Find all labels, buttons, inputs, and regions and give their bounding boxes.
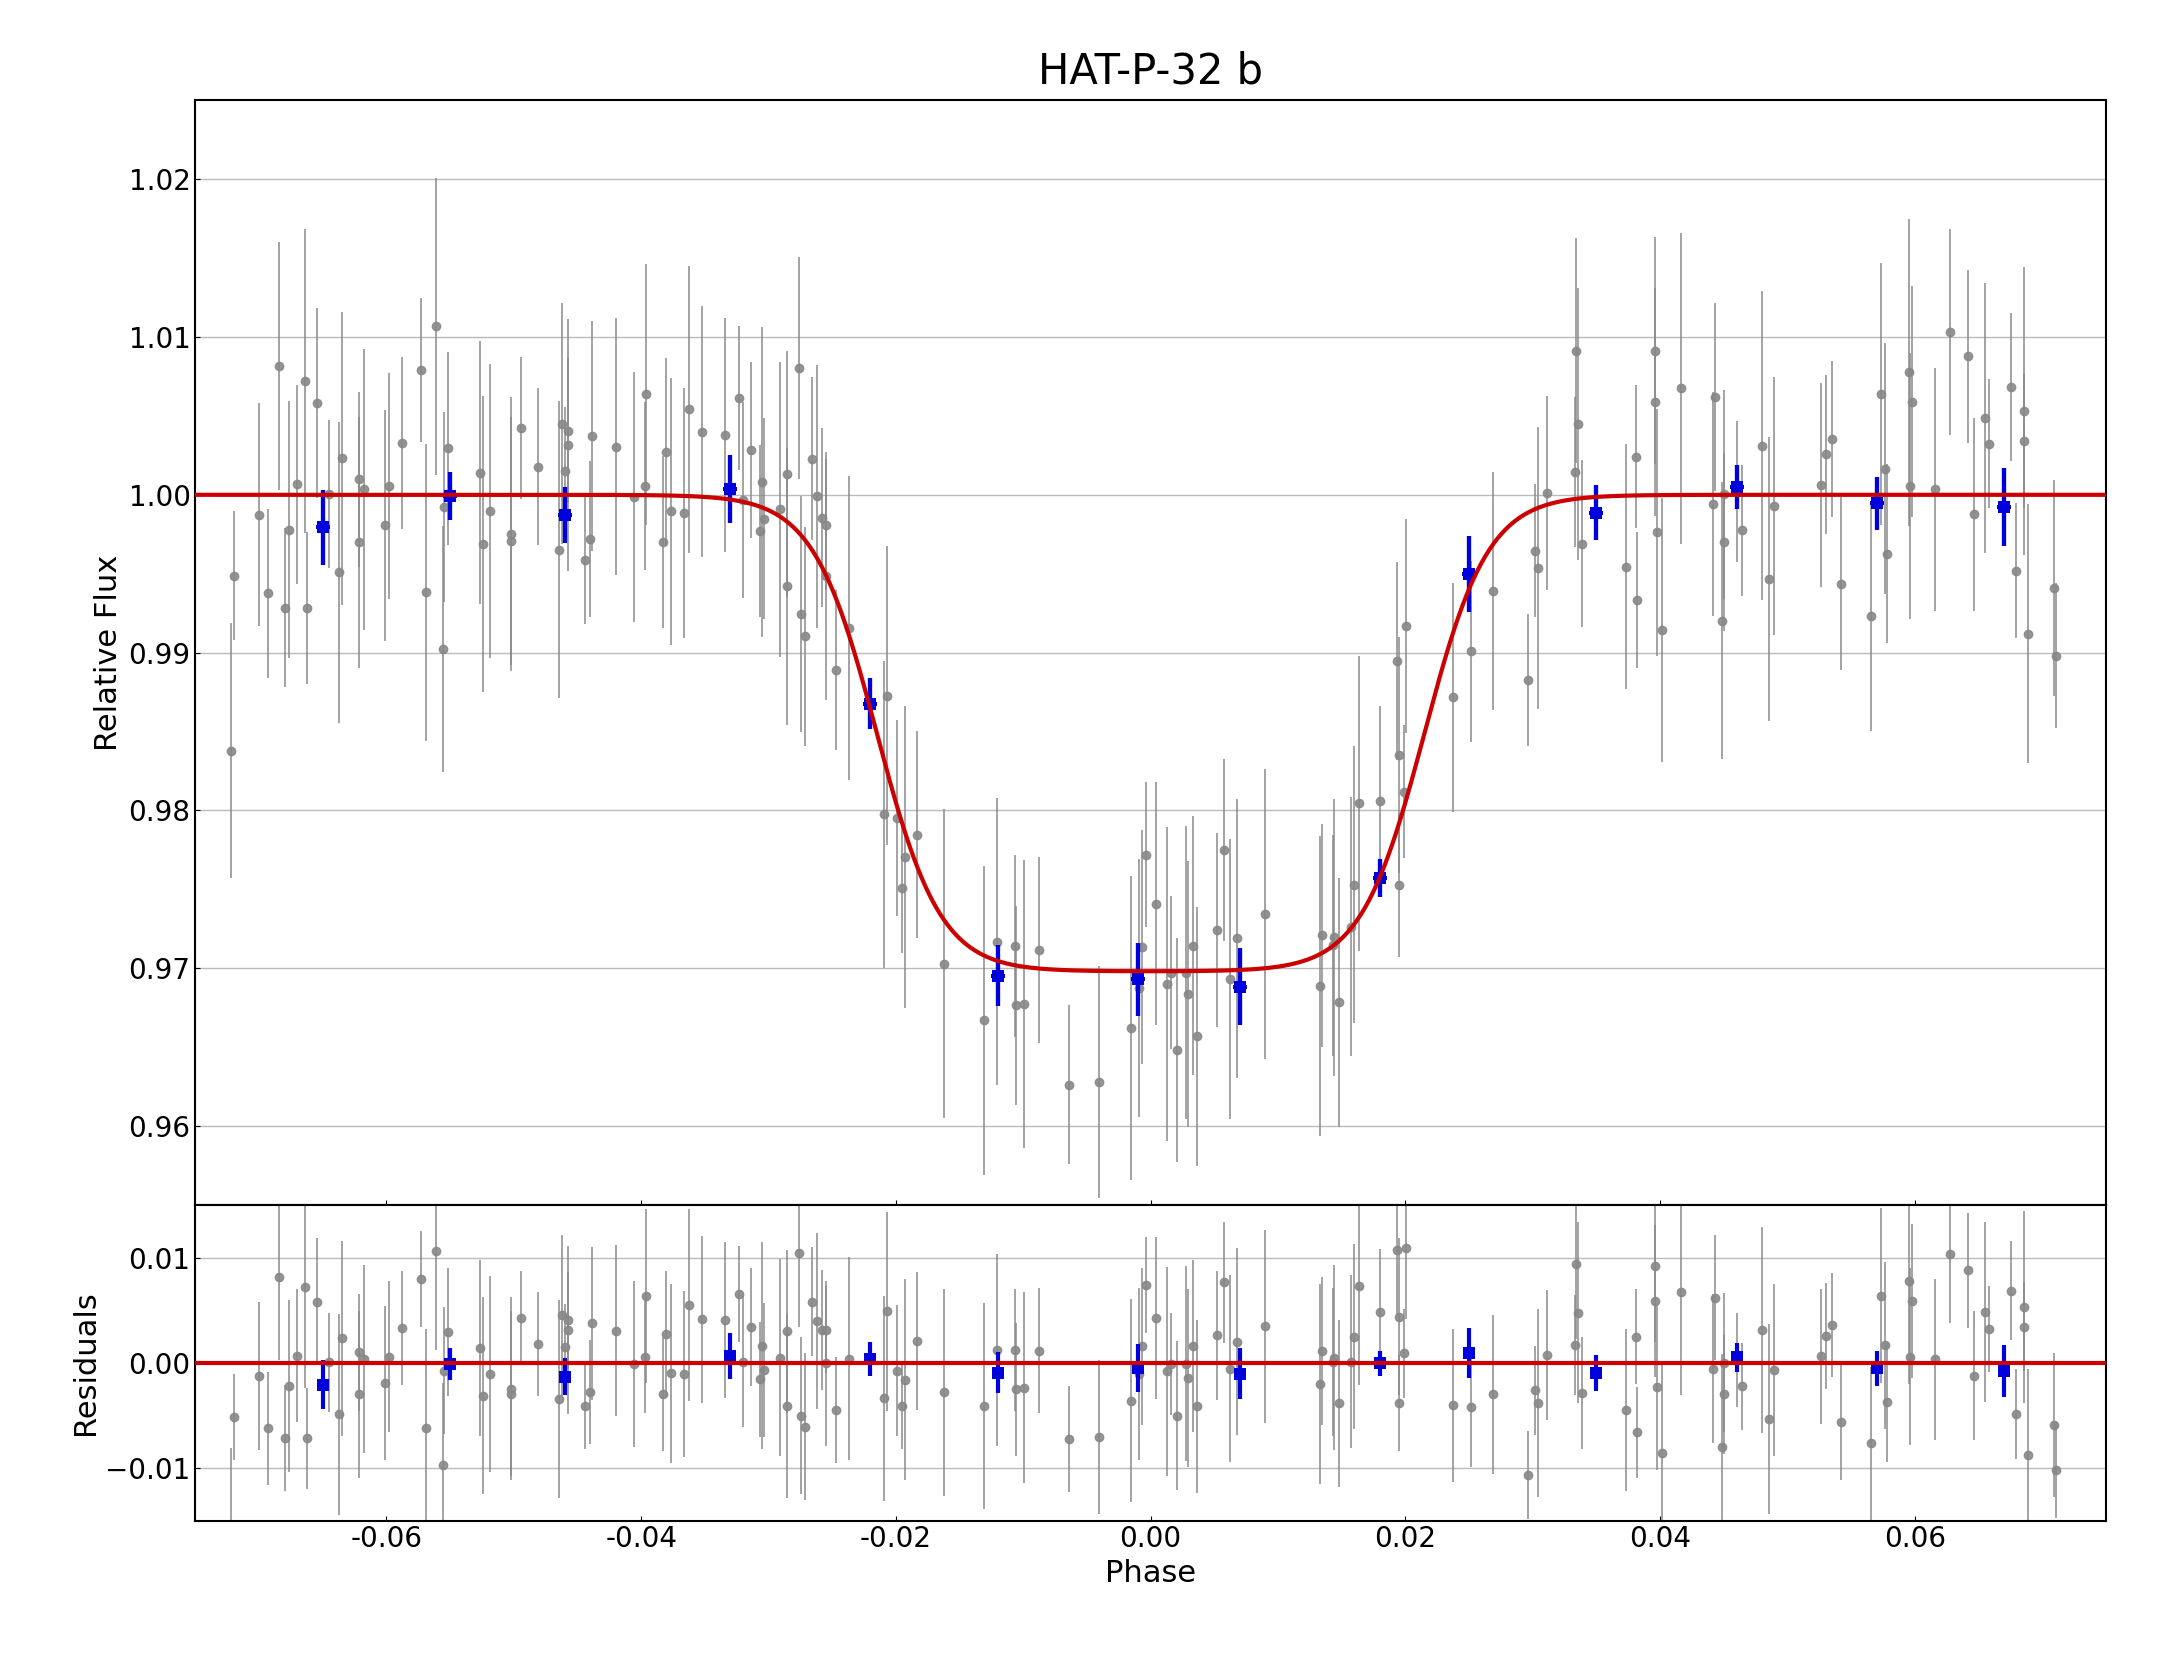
Y-axis label: Residuals: Residuals [72,1290,100,1435]
X-axis label: Phase: Phase [1105,1559,1196,1587]
Title: HAT-P-32 b: HAT-P-32 b [1038,50,1264,92]
Y-axis label: Relative Flux: Relative Flux [93,555,124,750]
